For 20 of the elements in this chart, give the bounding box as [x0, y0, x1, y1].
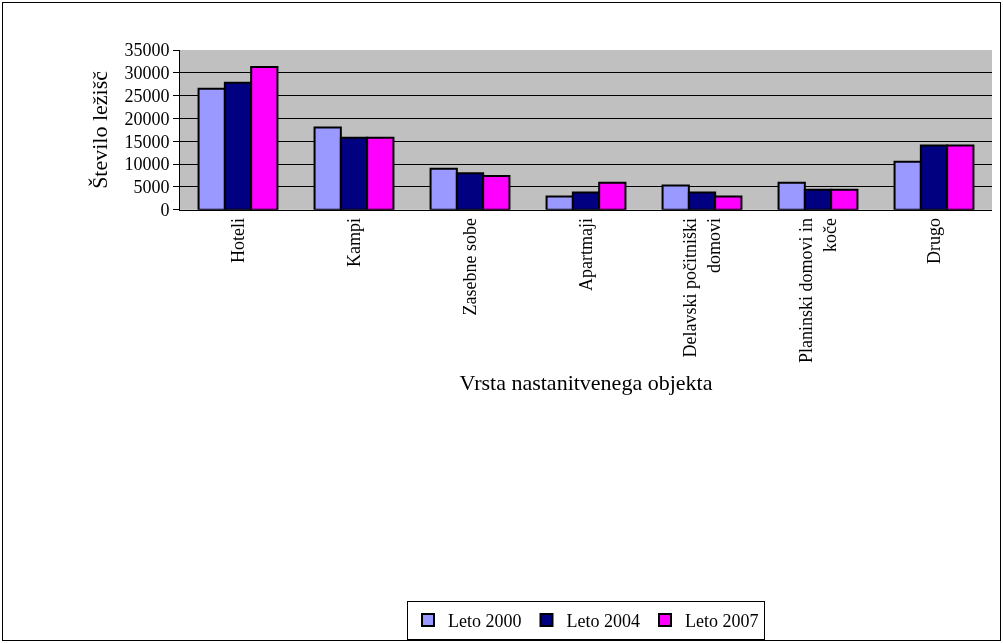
- x-tick-label: Planinski domovi in koče: [796, 218, 840, 364]
- y-tick-label: 20000: [124, 108, 170, 129]
- x-tick-label: Kampi: [343, 218, 364, 267]
- x-tick-label: Apartmaji: [575, 218, 596, 291]
- y-tick-label: 10000: [124, 154, 170, 175]
- legend-label: Leto 2004: [566, 611, 640, 632]
- legend-label: Leto 2007: [685, 611, 759, 632]
- y-tick-label: 30000: [124, 63, 170, 84]
- y-tick-label: 35000: [124, 40, 170, 61]
- y-tick-label: 15000: [124, 131, 170, 152]
- legend-label: Leto 2000: [448, 611, 522, 632]
- y-tick-label: 25000: [124, 85, 170, 106]
- y-tick-label: 5000: [133, 177, 170, 198]
- x-tick-label: Drugo: [923, 218, 944, 264]
- x-tick-label: Zasebne sobe: [459, 218, 480, 316]
- y-tick-label: 0: [160, 200, 170, 221]
- x-tick-label: Hoteli: [227, 218, 248, 263]
- x-tick-label: Delavski počitniški domovi: [680, 218, 724, 358]
- y-axis-title: Število ležišč: [87, 70, 113, 189]
- x-axis-title: Vrsta nastanitvenega objekta: [459, 369, 713, 395]
